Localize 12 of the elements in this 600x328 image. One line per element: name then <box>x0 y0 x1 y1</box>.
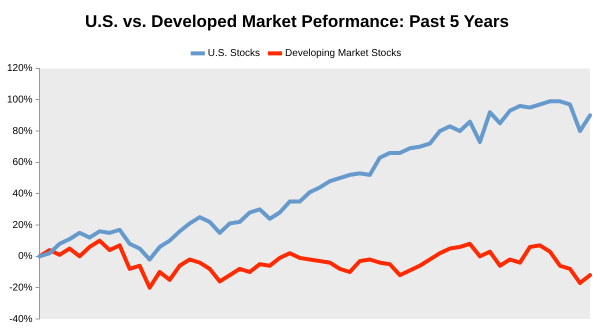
y-tick-label: 0% <box>18 251 33 262</box>
legend-label: U.S. Stocks <box>208 48 260 60</box>
y-tick-label: 100% <box>7 94 33 106</box>
y-tick-label: 120% <box>7 63 33 74</box>
y-tick-label: 40% <box>12 188 33 200</box>
legend-label: Developing Market Stocks <box>285 48 402 60</box>
y-tick-label: -40% <box>9 314 33 325</box>
y-tick-label: 80% <box>12 126 33 137</box>
y-tick-label: 20% <box>12 220 33 231</box>
chart-title: U.S. vs. Developed Market Peformance: Past 5 Years <box>85 12 509 31</box>
y-tick-label: 60% <box>12 157 33 168</box>
y-tick-label: -20% <box>9 282 33 294</box>
